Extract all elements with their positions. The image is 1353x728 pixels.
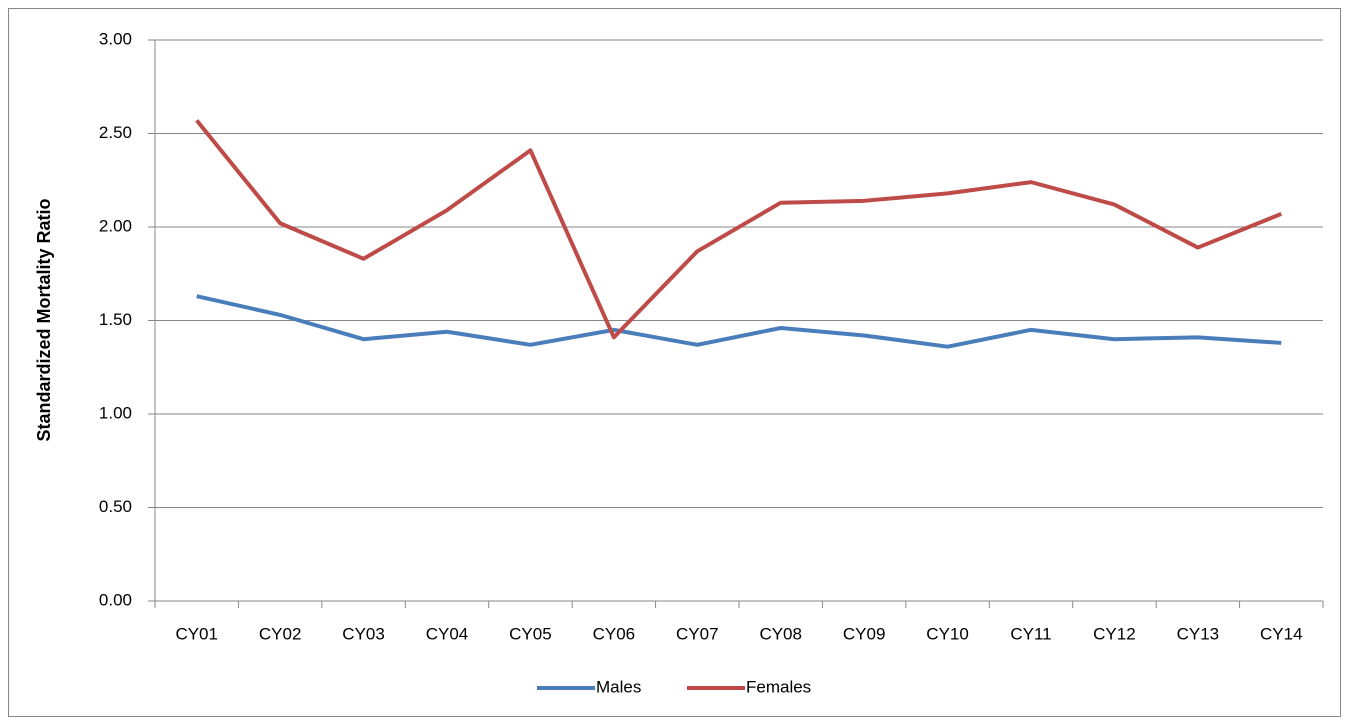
x-tick-label: CY03 [342, 624, 385, 643]
y-tick-label: 2.50 [99, 123, 132, 142]
x-tick-label: CY06 [593, 624, 636, 643]
series-line [196, 294, 1282, 349]
chart-frame [8, 8, 1341, 717]
x-tick-label: CY04 [426, 624, 469, 643]
legend-label: Females [746, 677, 811, 696]
y-axis-label: Standardized Mortality Ratio [34, 198, 54, 441]
x-tick-label: CY08 [759, 624, 802, 643]
series-line [195, 119, 1283, 340]
x-tick-label: CY10 [926, 624, 969, 643]
legend-label: Males [596, 677, 641, 696]
y-tick-label: 1.50 [99, 310, 132, 329]
x-tick-label: CY01 [175, 624, 218, 643]
x-tick-label: CY11 [1010, 624, 1051, 643]
x-tick-label: CY09 [843, 624, 886, 643]
y-tick-label: 2.00 [99, 216, 132, 235]
y-tick-label: 0.00 [99, 590, 132, 609]
x-tick-label: CY05 [509, 624, 552, 643]
y-tick-label: 0.50 [99, 497, 132, 516]
y-tick-label: 1.00 [99, 403, 132, 422]
y-tick-label: 3.00 [99, 29, 132, 48]
x-tick-label: CY13 [1177, 624, 1220, 643]
x-tick-label: CY14 [1260, 624, 1303, 643]
x-tick-label: CY02 [259, 624, 302, 643]
x-tick-label: CY07 [676, 624, 719, 643]
x-tick-label: CY12 [1093, 624, 1136, 643]
